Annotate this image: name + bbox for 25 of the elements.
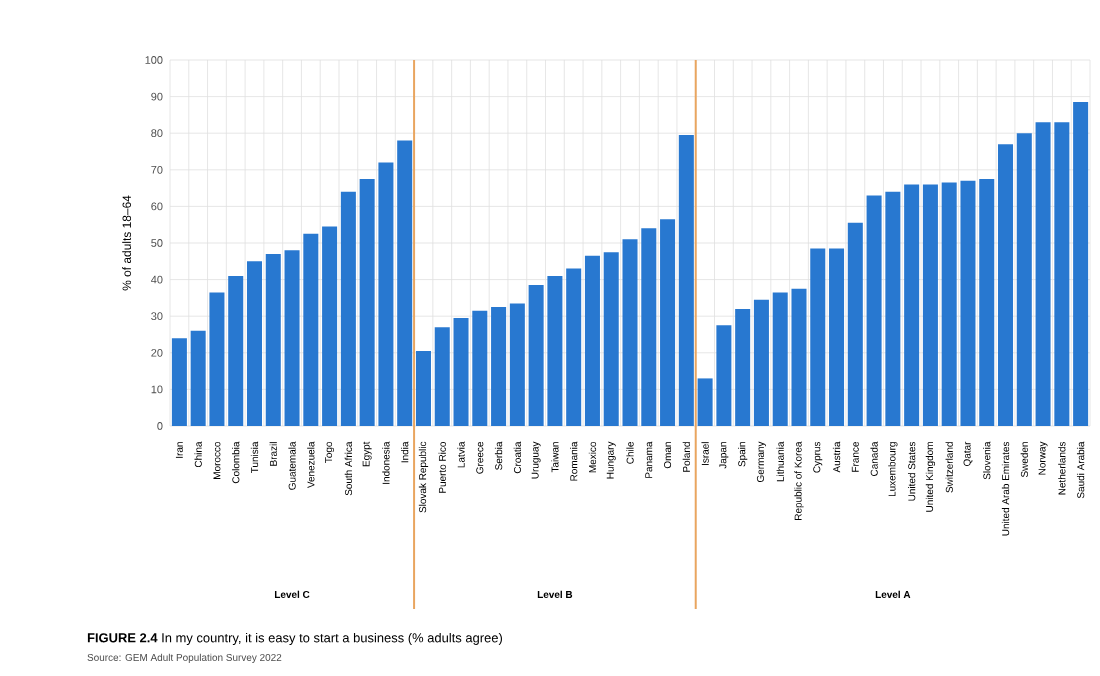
bar (735, 308, 751, 426)
bar (829, 248, 845, 426)
bar (265, 253, 281, 426)
bar (847, 222, 863, 426)
bar (415, 350, 431, 426)
bar (171, 338, 187, 426)
bar (678, 135, 694, 426)
bar (491, 307, 507, 426)
bar (660, 219, 676, 426)
bar (753, 299, 769, 426)
bar (509, 303, 525, 426)
bar (434, 327, 450, 426)
bar (904, 184, 920, 426)
bar (322, 226, 338, 426)
bar (922, 184, 938, 426)
bar (340, 191, 356, 426)
bar (584, 255, 600, 426)
bar (246, 261, 262, 426)
bar (979, 178, 995, 426)
bar (228, 275, 244, 426)
bar (1073, 102, 1089, 426)
bar (397, 140, 413, 426)
bar (998, 144, 1014, 426)
bar (566, 268, 582, 426)
bar (1016, 133, 1032, 426)
